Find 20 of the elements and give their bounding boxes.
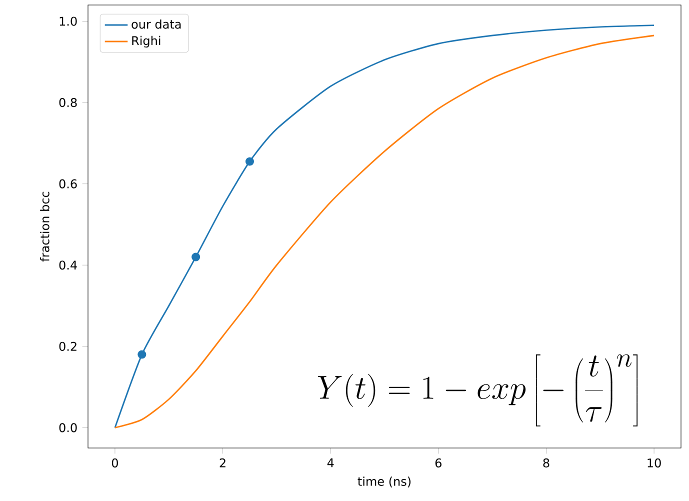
y-tick-label: 0.6 bbox=[59, 179, 77, 188]
x-tick-label: 4 bbox=[327, 458, 334, 468]
legend-label: our data bbox=[132, 19, 181, 29]
y-tick-label: 0.4 bbox=[59, 260, 77, 270]
annotation: $Y(t) = 1 - exp\left[-\left(\frac{t}{\tau}\right)^{n}\right]$ bbox=[318, 354, 638, 426]
y-tick-label: 0.0 bbox=[59, 423, 77, 432]
x-axis-title: time (ns) bbox=[358, 476, 411, 488]
x-tick-label: 2 bbox=[220, 458, 226, 468]
y-tick-label: 1.0 bbox=[60, 16, 77, 26]
y-axis-title: fraction bcc bbox=[40, 192, 50, 262]
x-tick-label: 8 bbox=[543, 458, 550, 468]
point bbox=[245, 157, 254, 166]
x-tick-label: 10 bbox=[648, 458, 661, 468]
point bbox=[192, 252, 200, 262]
point bbox=[138, 350, 146, 359]
legend-label: Righi bbox=[132, 36, 160, 48]
x-tick-label: 6 bbox=[435, 458, 442, 468]
y-tick-label: 0.2 bbox=[59, 342, 76, 351]
x-tick-label: 0 bbox=[112, 458, 118, 468]
y-tick-label: 0.8 bbox=[59, 98, 77, 108]
